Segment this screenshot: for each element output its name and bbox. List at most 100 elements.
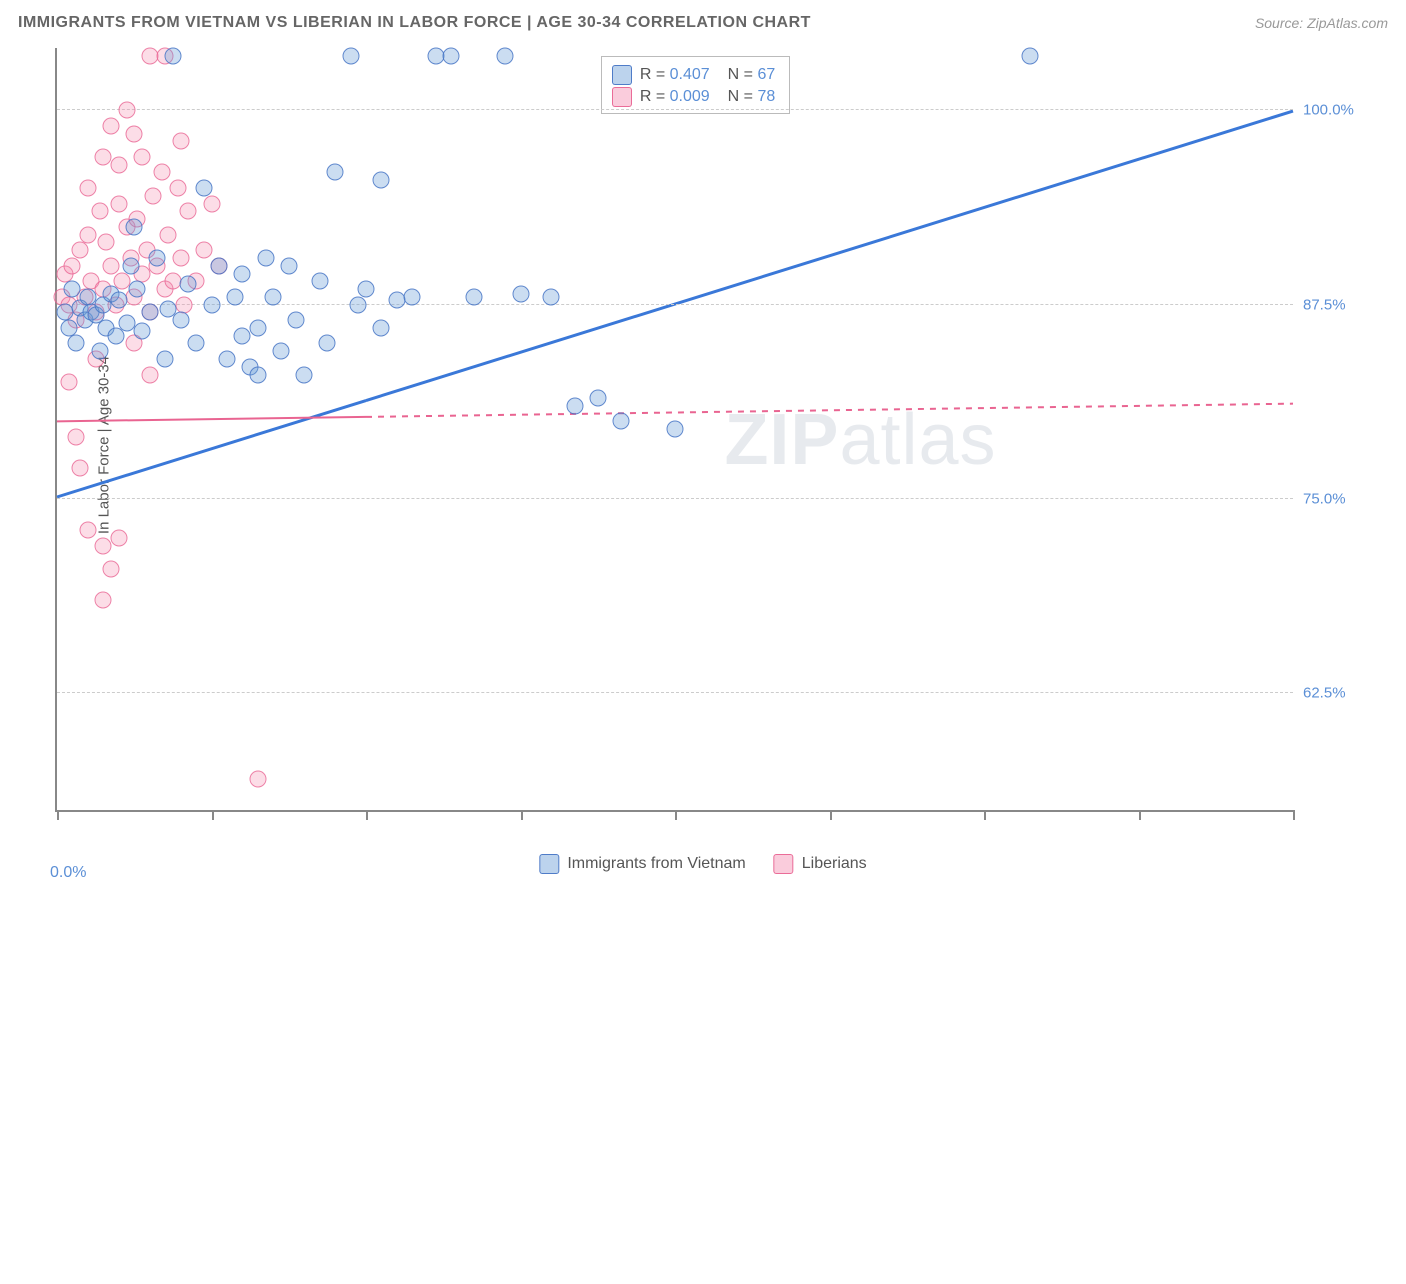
gridline-h — [57, 109, 1293, 110]
data-point-vietnam — [195, 179, 212, 196]
data-point-vietnam — [265, 288, 282, 305]
legend-label-vietnam: Immigrants from Vietnam — [567, 855, 745, 873]
data-point-vietnam — [566, 397, 583, 414]
data-point-liberians — [110, 195, 127, 212]
data-point-vietnam — [497, 47, 514, 64]
data-point-vietnam — [234, 265, 251, 282]
data-point-liberians — [72, 242, 89, 259]
data-point-vietnam — [180, 276, 197, 293]
x-tick — [57, 810, 59, 820]
x-tick — [984, 810, 986, 820]
data-point-vietnam — [358, 281, 375, 298]
data-point-liberians — [98, 234, 115, 251]
data-point-liberians — [110, 529, 127, 546]
data-point-vietnam — [249, 366, 266, 383]
stat-n-vietnam: 67 — [757, 66, 775, 83]
data-point-vietnam — [123, 257, 140, 274]
legend-swatch-liberians — [774, 854, 794, 874]
source-label: Source: ZipAtlas.com — [1255, 15, 1388, 31]
y-tick-label: 87.5% — [1303, 296, 1383, 313]
data-point-vietnam — [149, 249, 166, 266]
data-point-vietnam — [667, 421, 684, 438]
stat-r-label: R = 0.407 — [640, 66, 710, 84]
data-point-vietnam — [211, 257, 228, 274]
legend-swatch-vietnam — [539, 854, 559, 874]
data-point-liberians — [169, 179, 186, 196]
data-point-liberians — [61, 374, 78, 391]
data-point-liberians — [172, 249, 189, 266]
data-point-liberians — [79, 179, 96, 196]
data-point-vietnam — [466, 288, 483, 305]
data-point-vietnam — [350, 296, 367, 313]
legend-item-liberians: Liberians — [774, 854, 867, 874]
data-point-liberians — [249, 770, 266, 787]
swatch-liberians — [612, 87, 632, 107]
data-point-liberians — [118, 102, 135, 119]
data-point-vietnam — [110, 291, 127, 308]
data-point-vietnam — [203, 296, 220, 313]
data-point-liberians — [72, 459, 89, 476]
data-point-liberians — [103, 117, 120, 134]
legend-item-vietnam: Immigrants from Vietnam — [539, 854, 745, 874]
data-point-liberians — [180, 203, 197, 220]
data-point-liberians — [133, 148, 150, 165]
gridline-h — [57, 304, 1293, 305]
watermark-bold: ZIP — [724, 400, 839, 480]
data-point-vietnam — [67, 335, 84, 352]
x-tick — [366, 810, 368, 820]
data-point-liberians — [103, 560, 120, 577]
data-point-vietnam — [79, 288, 96, 305]
data-point-liberians — [79, 522, 96, 539]
swatch-vietnam — [612, 65, 632, 85]
data-point-liberians — [64, 257, 81, 274]
data-point-vietnam — [129, 281, 146, 298]
data-point-vietnam — [164, 47, 181, 64]
data-point-vietnam — [543, 288, 560, 305]
data-point-liberians — [141, 366, 158, 383]
data-point-liberians — [95, 148, 112, 165]
stat-r-vietnam: 0.407 — [670, 66, 710, 83]
stat-n-liberians: 78 — [757, 88, 775, 105]
watermark-light: atlas — [839, 400, 996, 480]
bottom-legend: Immigrants from Vietnam Liberians — [539, 854, 866, 874]
data-point-vietnam — [319, 335, 336, 352]
data-point-vietnam — [218, 351, 235, 368]
data-point-vietnam — [273, 343, 290, 360]
x-tick — [1139, 810, 1141, 820]
x-tick — [675, 810, 677, 820]
data-point-vietnam — [373, 172, 390, 189]
data-point-vietnam — [157, 351, 174, 368]
data-point-liberians — [172, 133, 189, 150]
x-tick — [1293, 810, 1295, 820]
y-tick-label: 100.0% — [1303, 102, 1383, 119]
data-point-liberians — [103, 257, 120, 274]
data-point-liberians — [110, 156, 127, 173]
chart-container: In Labor Force | Age 30-34 ZIPatlas R = … — [55, 48, 1388, 842]
data-point-liberians — [95, 537, 112, 554]
data-point-vietnam — [188, 335, 205, 352]
data-point-vietnam — [296, 366, 313, 383]
stat-n-label: N = 78 — [728, 88, 776, 106]
data-point-vietnam — [172, 312, 189, 329]
data-point-vietnam — [64, 281, 81, 298]
data-point-liberians — [154, 164, 171, 181]
x-tick-min: 0.0% — [50, 864, 86, 882]
data-point-vietnam — [1022, 47, 1039, 64]
data-point-liberians — [195, 242, 212, 259]
data-point-vietnam — [589, 389, 606, 406]
data-point-liberians — [126, 125, 143, 142]
data-point-liberians — [160, 226, 177, 243]
data-point-vietnam — [257, 249, 274, 266]
data-point-vietnam — [56, 304, 73, 321]
data-point-vietnam — [92, 343, 109, 360]
data-point-liberians — [95, 592, 112, 609]
data-point-liberians — [67, 428, 84, 445]
data-point-vietnam — [327, 164, 344, 181]
data-point-vietnam — [126, 218, 143, 235]
y-tick-label: 62.5% — [1303, 685, 1383, 702]
data-point-vietnam — [249, 319, 266, 336]
data-point-vietnam — [234, 327, 251, 344]
data-point-vietnam — [141, 304, 158, 321]
data-point-vietnam — [288, 312, 305, 329]
data-point-vietnam — [61, 319, 78, 336]
